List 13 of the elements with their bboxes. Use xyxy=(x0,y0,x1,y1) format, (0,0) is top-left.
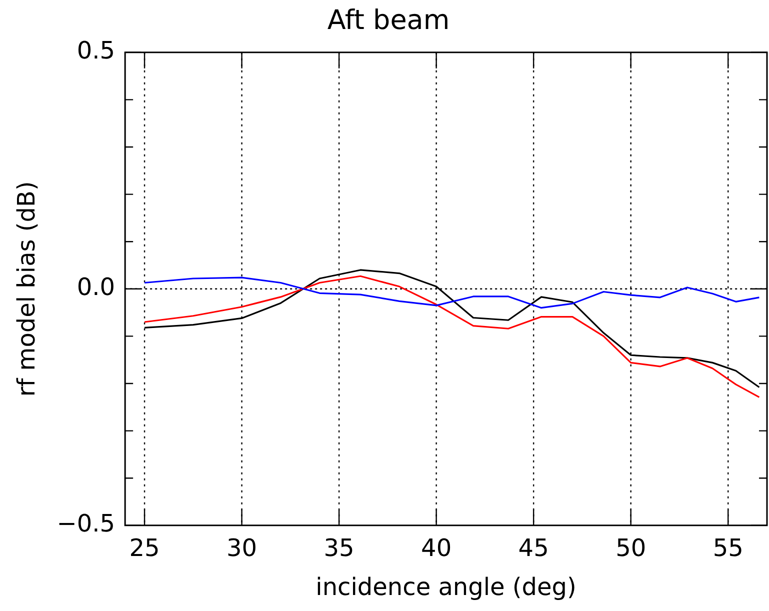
x-tick-label: 30 xyxy=(226,534,258,562)
x-axis-title: incidence angle (deg) xyxy=(316,572,576,601)
y-tick-label: −0.5 xyxy=(56,510,116,538)
x-tick-label: 40 xyxy=(421,534,452,562)
x-tick-label: 25 xyxy=(129,534,160,562)
y-tick-label: 0.0 xyxy=(76,273,116,302)
x-tick-label: 45 xyxy=(518,534,549,562)
y-tick-label: 0.5 xyxy=(76,36,116,65)
x-tick-label: 50 xyxy=(616,534,646,562)
x-tick-label: 35 xyxy=(324,534,354,562)
x-tick-label: 55 xyxy=(712,534,744,562)
y-axis-title: rf model bias (dB) xyxy=(12,181,41,397)
chart-title: Aft beam xyxy=(327,5,450,36)
